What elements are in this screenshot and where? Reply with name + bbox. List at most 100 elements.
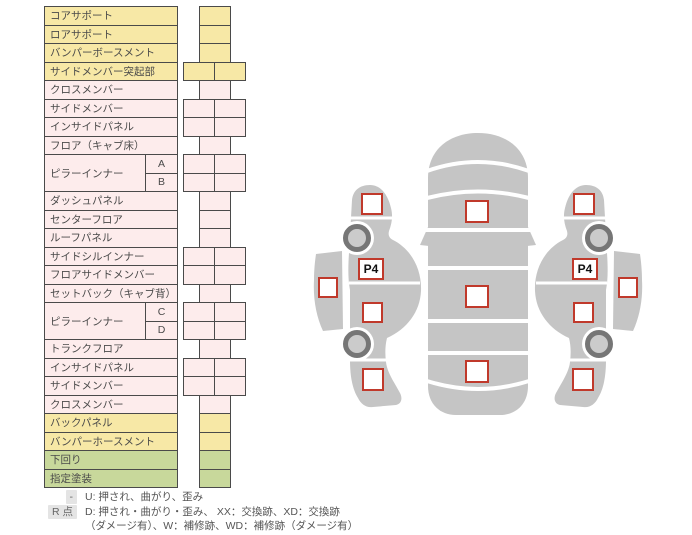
table-row: ロアサポート: [44, 24, 246, 44]
table-row: インサイドパネル: [44, 117, 246, 137]
damage-table-body: コアサポート ロアサポート バンパーボースメント サイドメンバー突起部 クロスメンバーサ…: [44, 6, 246, 488]
wheel-front-left-icon: [343, 224, 371, 252]
marker-left-front-fender[interactable]: [361, 193, 383, 215]
damage-cell[interactable]: [183, 265, 215, 285]
damage-parts-table: コアサポート ロアサポート バンパーボースメント サイドメンバー突起部 クロスメンバーサ…: [44, 6, 246, 488]
table-gap: [177, 154, 184, 173]
legend-badge: -: [65, 490, 77, 505]
marker-right-outer-panel[interactable]: [618, 277, 638, 298]
marker-right-front-fender[interactable]: [573, 193, 595, 215]
cell-spacer: [183, 339, 200, 358]
damage-cell[interactable]: [199, 228, 231, 248]
table-gap: [177, 99, 184, 118]
damage-cell[interactable]: [183, 117, 215, 137]
damage-cell[interactable]: [199, 283, 231, 303]
table-row: バンパーホースメント: [44, 431, 246, 451]
table-gap: [177, 247, 184, 266]
cell-spacer: [230, 43, 246, 62]
table-row: バンパーボースメント: [44, 43, 246, 63]
legend-text: D: 押され・曲がり・歪み、 XX：交換跡、XD：交換跡 （ダメージ有）、W：補修…: [85, 506, 359, 533]
marker-left-quarter[interactable]: [362, 368, 384, 391]
damage-cell[interactable]: [199, 339, 231, 359]
damage-cell[interactable]: [199, 394, 231, 414]
cell-spacer: [183, 43, 200, 62]
damage-cell[interactable]: [183, 376, 215, 396]
table-row: セットバック（キャブ背）: [44, 283, 246, 303]
table-gap: [177, 265, 184, 284]
table-gap: [177, 80, 184, 99]
table-row: インサイドパネル: [44, 357, 246, 377]
table-gap: [177, 339, 184, 358]
damage-cell[interactable]: [214, 357, 246, 377]
cell-spacer: [183, 413, 200, 432]
wheel-front-right-icon: [585, 224, 613, 252]
damage-cell[interactable]: [214, 246, 246, 266]
cell-spacer: [230, 395, 246, 414]
cell-spacer: [230, 228, 246, 247]
table-row: センターフロア: [44, 209, 246, 229]
damage-cell[interactable]: [199, 135, 231, 155]
damage-cell[interactable]: [183, 320, 215, 340]
damage-cell[interactable]: [183, 357, 215, 377]
marker-center-floor[interactable]: [465, 285, 489, 308]
table-gap: [177, 321, 184, 340]
cell-spacer: [230, 339, 246, 358]
table-gap: [177, 358, 184, 377]
marker-right-front-door-p4[interactable]: P4: [572, 258, 598, 280]
damage-cell[interactable]: [214, 98, 246, 118]
damage-cell[interactable]: [199, 24, 231, 44]
damage-cell[interactable]: [214, 154, 246, 174]
damage-cell[interactable]: [214, 376, 246, 396]
table-row: ピラーインナー A: [44, 154, 246, 192]
damage-cell[interactable]: [199, 209, 231, 229]
cell-spacer: [183, 80, 200, 99]
marker-left-front-door-p4[interactable]: P4: [358, 258, 384, 280]
damage-cell[interactable]: [199, 191, 231, 211]
marker-right-rear-door[interactable]: [573, 302, 594, 323]
damage-cell[interactable]: [183, 246, 215, 266]
cell-spacer: [183, 284, 200, 303]
cell-spacer: [183, 450, 200, 469]
marker-center-roof[interactable]: [465, 200, 489, 223]
damage-cell[interactable]: [199, 450, 231, 470]
wheel-rear-left-icon: [343, 330, 371, 358]
damage-cell[interactable]: [183, 61, 215, 81]
damage-cell[interactable]: [199, 431, 231, 451]
damage-cell[interactable]: [214, 302, 246, 322]
damage-cell[interactable]: [199, 43, 231, 63]
car-side-view-left: [313, 185, 422, 408]
part-label: サイドメンバー突起部: [44, 61, 178, 81]
damage-cell[interactable]: [214, 117, 246, 137]
damage-cell[interactable]: [199, 6, 231, 26]
cell-spacer: [183, 395, 200, 414]
cell-spacer: [183, 432, 200, 451]
marker-left-outer-panel[interactable]: [318, 277, 338, 298]
table-row: ピラーインナー C: [44, 302, 246, 340]
part-label: フロア（キャブ床）: [44, 135, 178, 155]
damage-cell[interactable]: [183, 172, 215, 192]
part-label: サイドシルインナー: [44, 246, 178, 266]
table-row: B: [45, 172, 246, 192]
damage-cell[interactable]: [214, 320, 246, 340]
marker-left-rear-door[interactable]: [362, 302, 383, 323]
marker-right-quarter[interactable]: [572, 368, 594, 391]
damage-cell[interactable]: [199, 80, 231, 100]
damage-cell[interactable]: [199, 413, 231, 433]
cell-spacer: [230, 432, 246, 451]
cell-spacer: [183, 228, 200, 247]
part-label: トランクフロア: [44, 339, 178, 359]
damage-cell[interactable]: [199, 468, 231, 488]
damage-cell[interactable]: [183, 302, 215, 322]
table-gap: [177, 228, 184, 247]
table-gap: [177, 376, 184, 395]
damage-cell[interactable]: [183, 154, 215, 174]
damage-cell[interactable]: [183, 98, 215, 118]
damage-cell[interactable]: [214, 61, 246, 81]
table-gap: [177, 450, 184, 469]
legend-badge-column: R 点: [47, 505, 77, 520]
damage-cell[interactable]: [214, 172, 246, 192]
marker-center-trunk[interactable]: [465, 360, 489, 383]
damage-cell[interactable]: [214, 265, 246, 285]
legend-row: - U: 押され、曲がり、歪み: [47, 490, 467, 505]
